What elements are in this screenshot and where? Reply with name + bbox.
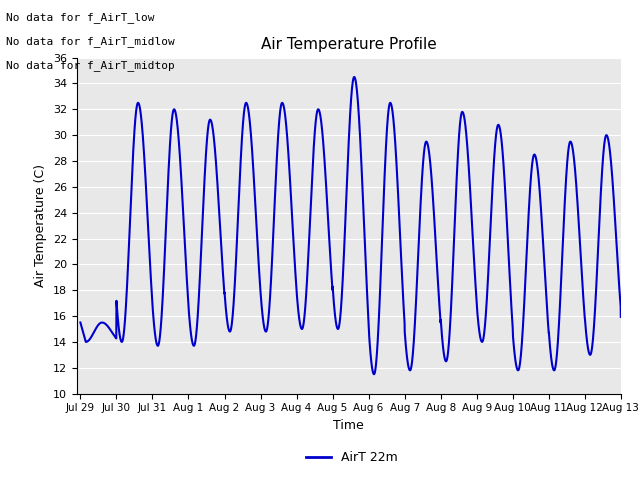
Y-axis label: Air Temperature (C): Air Temperature (C)	[35, 164, 47, 287]
Text: No data for f_AirT_low: No data for f_AirT_low	[6, 12, 155, 23]
Text: No data for f_AirT_midlow: No data for f_AirT_midlow	[6, 36, 175, 47]
X-axis label: Time: Time	[333, 419, 364, 432]
Legend: AirT 22m: AirT 22m	[301, 446, 403, 469]
Title: Air Temperature Profile: Air Temperature Profile	[261, 37, 436, 52]
Text: No data for f_AirT_midtop: No data for f_AirT_midtop	[6, 60, 175, 71]
